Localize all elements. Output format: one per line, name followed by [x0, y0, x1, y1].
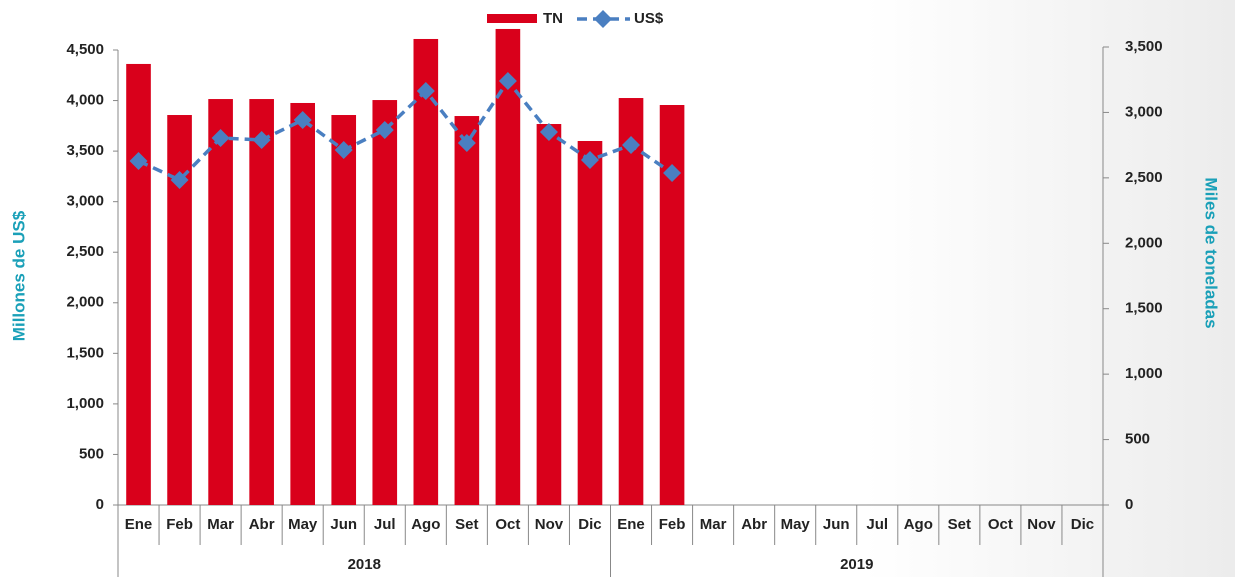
bar	[495, 28, 521, 505]
marker	[457, 134, 476, 153]
y2-tick-label: 3,000	[1125, 103, 1163, 120]
bar	[249, 99, 274, 506]
marker	[539, 123, 558, 142]
bar	[290, 102, 315, 505]
y-tick-label: 2,500	[66, 243, 104, 260]
x-tick-label: Oct	[495, 516, 520, 533]
x-tick-label: Abr	[249, 516, 275, 533]
group-label: 2019	[840, 556, 873, 573]
legend-marker	[594, 10, 612, 28]
legend-swatch	[487, 14, 537, 23]
bar	[208, 99, 233, 506]
y2-tick-label: 2,000	[1125, 234, 1163, 251]
marker	[580, 151, 599, 170]
bar	[577, 141, 603, 505]
x-tick-label: Oct	[988, 516, 1013, 533]
y-tick-label: 4,000	[66, 92, 104, 109]
marker	[334, 140, 353, 159]
bar	[536, 124, 562, 505]
x-tick-label: Jun	[823, 516, 850, 533]
y-tick-label: 2,000	[66, 294, 104, 311]
marker	[375, 120, 394, 139]
x-tick-label: Jul	[866, 516, 888, 533]
y2-tick-label: 2,500	[1125, 169, 1163, 186]
x-tick-label: Mar	[700, 516, 727, 533]
x-tick-label: Ene	[617, 516, 645, 533]
marker	[663, 164, 682, 183]
x-tick-label: Feb	[166, 516, 193, 533]
x-tick-label: Set	[455, 516, 478, 533]
marker	[211, 128, 230, 147]
x-tick-label: May	[781, 516, 811, 533]
bar	[413, 38, 439, 506]
legend-label: US$	[634, 10, 664, 27]
x-tick-label: Feb	[659, 516, 686, 533]
x-tick-label: Abr	[741, 516, 767, 533]
bar	[618, 98, 644, 506]
bar	[372, 100, 398, 506]
x-tick-label: Ago	[411, 516, 440, 533]
marker	[622, 136, 641, 155]
group-label: 2018	[348, 556, 381, 573]
x-tick-label: Dic	[578, 516, 601, 533]
y2-tick-label: 0	[1125, 496, 1133, 513]
x-tick-label: Nov	[535, 516, 564, 533]
bar	[126, 63, 151, 505]
y2-tick-label: 500	[1125, 431, 1150, 448]
y-tick-label: 3,500	[66, 142, 104, 159]
y2-tick-label: 3,500	[1125, 38, 1163, 55]
y-tick-label: 3,000	[66, 193, 104, 210]
x-tick-label: Set	[948, 516, 971, 533]
bar	[331, 115, 357, 506]
y2-axis-label: Miles de toneladas	[1202, 177, 1221, 328]
y-tick-label: 4,500	[66, 41, 104, 58]
x-tick-label: Jul	[374, 516, 396, 533]
marker	[416, 81, 435, 100]
marker	[170, 170, 189, 189]
x-tick-label: Mar	[207, 516, 234, 533]
x-tick-label: Dic	[1071, 516, 1094, 533]
marker	[252, 131, 271, 150]
x-tick-label: Jun	[330, 516, 357, 533]
marker	[293, 111, 312, 130]
bar	[454, 116, 480, 505]
y-tick-label: 1,500	[66, 344, 104, 361]
y-tick-label: 500	[79, 445, 104, 462]
legend-label: TN	[543, 10, 563, 27]
x-tick-label: May	[288, 516, 318, 533]
x-tick-label: Ene	[125, 516, 153, 533]
y-tick-label: 0	[96, 496, 104, 513]
y-tick-label: 1,000	[66, 395, 104, 412]
y2-tick-label: 1,000	[1125, 365, 1163, 382]
x-tick-label: Nov	[1027, 516, 1056, 533]
marker	[129, 151, 148, 170]
marker	[498, 72, 517, 91]
y2-tick-label: 1,500	[1125, 300, 1163, 317]
y-axis-label: Millones de US$	[9, 210, 28, 341]
x-tick-label: Ago	[904, 516, 933, 533]
